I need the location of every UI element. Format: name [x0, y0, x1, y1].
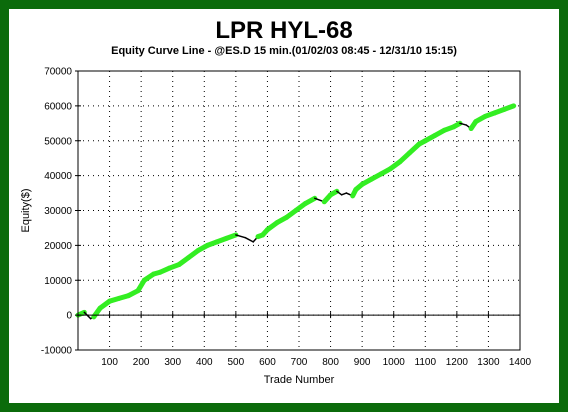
x-tick-label-8: 900	[354, 357, 371, 368]
equity-segment-18	[223, 232, 239, 241]
x-tick-label-2: 300	[164, 357, 181, 368]
x-tick-label-7: 800	[322, 357, 339, 368]
y-tick-label-6: 50000	[44, 136, 72, 147]
y-tick-label-1: 0	[66, 311, 72, 322]
equity-segment-54	[501, 103, 517, 112]
y-tick-label-5: 40000	[44, 171, 72, 182]
x-tick-label-5: 600	[259, 357, 276, 368]
x-tick-label-0: 100	[101, 357, 118, 368]
equity-segment-28	[302, 195, 318, 207]
x-tick-label-1: 200	[133, 357, 150, 368]
x-tick-label-13: 1400	[509, 357, 532, 368]
y-tick-label-8: 70000	[44, 67, 72, 78]
y-tick-labels: -10000 0 10000 20000 30000 40000 50000 60000 700…	[41, 67, 73, 357]
y-tick-label-0: -10000	[41, 346, 73, 357]
equity-segment-19	[235, 234, 247, 239]
x-tick-label-6: 700	[291, 357, 308, 368]
x-axis-label: Trade Number	[264, 374, 335, 386]
equity-segment-47	[451, 120, 463, 130]
x-tick-label-4: 500	[228, 357, 245, 368]
chart-subtitle: Equity Curve Line - @ES.D 15 min.(01/02/…	[111, 45, 457, 57]
x-tick-labels: 100 200 300 400 500 600 700 800 900 1000 1100 1200 1…	[101, 357, 531, 368]
equity-segment-32	[336, 190, 343, 196]
x-tick-label-10: 1100	[415, 357, 437, 368]
x-tick-label-11: 1200	[446, 357, 469, 368]
equity-segment-31	[328, 188, 340, 198]
x-tick-label-9: 1000	[383, 357, 406, 368]
x-tick-label-12: 1300	[477, 357, 500, 368]
x-tick-label-3: 400	[196, 357, 213, 368]
equity-segment-20	[244, 236, 254, 243]
y-tick-label-7: 60000	[44, 101, 72, 112]
equity-segment-33	[340, 192, 348, 196]
chart-title: LPR HYL-68	[215, 17, 353, 44]
y-axis-label: Equity($)	[20, 188, 32, 232]
y-tick-label-2: 10000	[44, 276, 72, 287]
axes	[75, 70, 521, 351]
equity-segment-48	[459, 122, 468, 126]
equity-curve	[75, 103, 517, 320]
y-tick-label-4: 30000	[44, 206, 72, 217]
equity-chart: 100 200 300 400 500 600 700 800 900 1000 1100 1200 1…	[20, 67, 532, 387]
y-tick-label-3: 20000	[44, 241, 72, 252]
